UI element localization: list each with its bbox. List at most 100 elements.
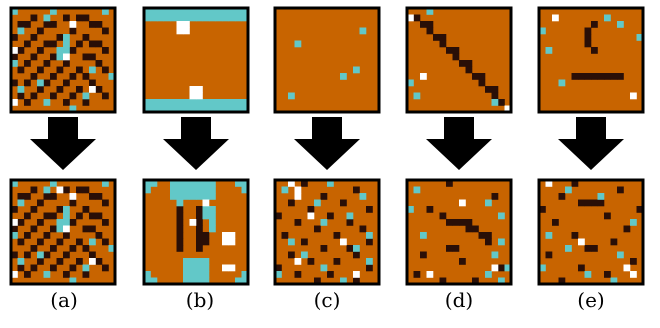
cyan-cell [545,232,553,239]
dark-cell [89,21,96,28]
cyan-cell [407,79,414,87]
cyan-cell [176,8,184,15]
cyan-cell [17,86,25,93]
dark-cell [82,53,90,61]
cyan-cell [539,27,546,35]
cyan-cell [144,180,151,187]
output-grid-a [9,178,117,286]
dark-cell [50,245,57,252]
cyan-cell [209,8,216,15]
dark-cell [56,258,64,265]
dark-cell [30,34,38,41]
white-cell [183,27,190,35]
dark-cell [82,206,90,213]
dark-cell [196,238,203,246]
cyan-cell [176,99,184,106]
cyan-cell [327,180,334,187]
cyan-cell [630,219,637,226]
cyan-cell [11,60,18,67]
cyan-cell [366,258,373,265]
cyan-cell [235,277,242,285]
cyan-cell [202,212,210,220]
dark-cell [610,73,618,80]
dark-cell [314,225,321,233]
cyan-cell [43,186,51,194]
dark-cell [301,238,308,246]
cyan-cell [504,264,512,272]
cyan-cell [50,180,57,187]
dark-cell [202,238,210,246]
dark-cell [89,212,96,220]
cyan-cell [584,271,592,278]
cyan-cell [222,8,229,15]
cyan-cell [617,21,624,28]
cyan-cell [183,271,190,278]
cyan-cell [241,105,249,113]
dark-cell [196,245,203,252]
dark-cell [176,232,184,239]
dark-cell [69,92,77,100]
cyan-cell [346,212,354,220]
dark-cell [43,251,51,259]
dark-cell [76,238,83,246]
cyan-cell [189,14,197,22]
cyan-cell [209,225,216,233]
dark-cell [459,60,466,67]
cyan-cell [108,245,116,252]
dark-cell [604,271,611,278]
dark-cell [89,193,96,200]
cyan-cell [241,186,249,194]
cyan-cell [196,277,203,285]
dark-cell [327,271,334,278]
dark-cell [196,219,203,226]
white-cell [176,27,184,35]
cyan-cell [209,105,216,113]
dark-cell [76,40,83,48]
cyan-cell [183,186,190,194]
cyan-cell [241,99,249,106]
cyan-cell [241,271,249,278]
dark-cell [102,199,109,207]
cyan-cell [222,105,229,113]
dark-cell [11,206,18,213]
cyan-cell [320,219,328,226]
dark-cell [37,199,44,207]
dark-cell [584,73,592,80]
dark-cell [340,199,347,207]
cyan-cell [420,232,427,239]
arrow-down-icon [294,117,360,170]
dark-cell [17,193,25,200]
dark-cell [82,186,90,194]
cyan-cell [202,14,210,22]
grid-border [142,6,250,114]
cyan-cell [202,206,210,213]
dark-cell [50,40,57,48]
cyan-cell [202,8,210,15]
cyan-cell [498,277,505,285]
cyan-cell [202,180,210,187]
dark-cell [30,245,38,252]
cyan-cell [176,193,184,200]
dark-cell [465,219,473,226]
white-cell [183,21,190,28]
cyan-cell [43,271,51,278]
dark-cell [76,66,83,74]
dark-cell [578,73,585,80]
dark-cell [102,264,109,272]
dark-cell [30,73,38,80]
cyan-cell [196,271,203,278]
cyan-cell [209,180,216,187]
input-grid-e [537,6,645,114]
dark-cell [459,258,466,265]
white-cell [459,199,466,207]
white-cell [189,92,197,100]
cyan-cell [209,206,216,213]
cyan-cell [215,8,223,15]
dark-cell [176,212,184,220]
cyan-cell [366,232,373,239]
dark-cell [24,99,31,106]
white-cell [307,212,315,220]
white-cell [426,271,434,278]
cyan-cell [196,264,203,272]
dark-cell [485,86,492,93]
